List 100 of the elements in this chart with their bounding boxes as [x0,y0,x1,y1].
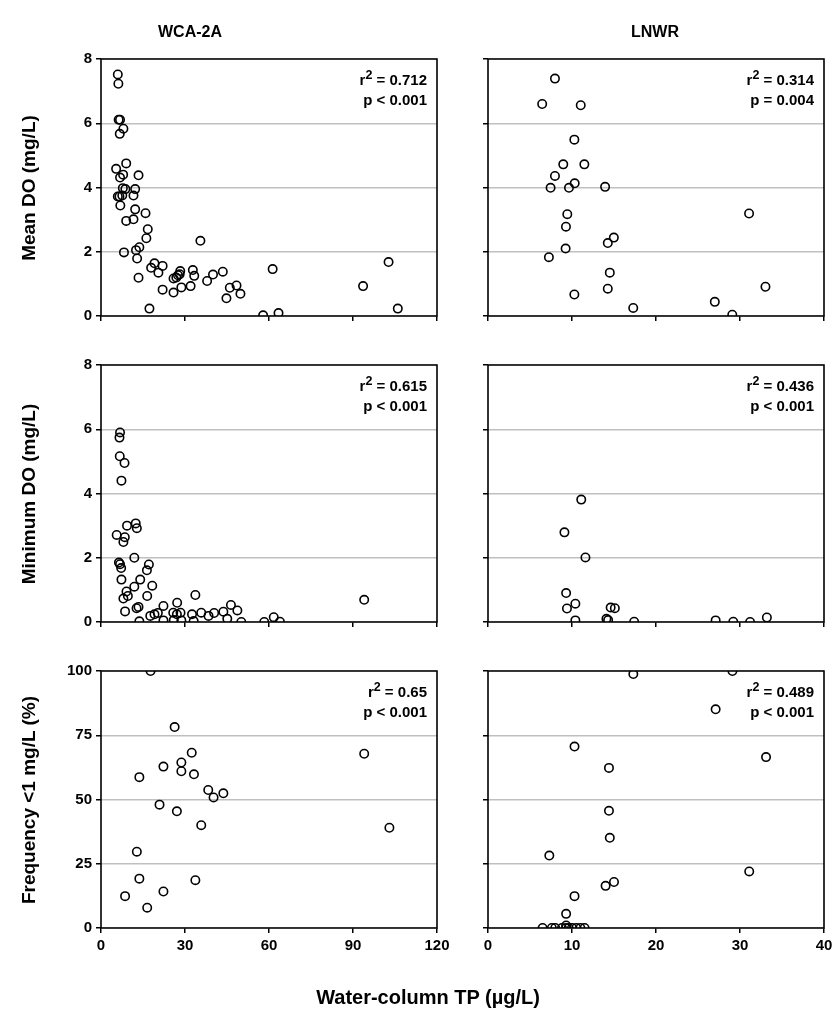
x-tick-label: 0 [96,936,106,954]
annotation: r$^{2}$ = 0.436 [745,373,814,396]
point [604,832,615,843]
x-tick-label: 10 [563,936,581,954]
x-tick-label: 30 [731,936,749,954]
annotation: r$^{2}$ = 0.615 [358,373,427,396]
point [558,159,569,170]
y-tick-label: 0 [83,306,92,324]
point [604,267,615,278]
point [122,520,133,531]
annotation: r$^{2}$ = 0.65 [366,679,427,702]
point [569,741,580,752]
point [158,886,169,897]
point [145,610,156,621]
point [384,822,395,833]
annotation: p < 0.001 [749,396,814,416]
x-tick-label: 120 [424,936,450,954]
point [187,609,197,620]
x-tick-label: 90 [344,936,362,954]
point [140,208,151,219]
point [142,224,153,235]
point [559,527,570,538]
y-tick-label: 8 [83,49,92,67]
x-axis-title: Water-column TP (µg/L) [315,986,541,1009]
point [232,605,243,616]
point [562,209,573,220]
point [149,258,160,269]
point [224,282,235,293]
point [580,552,591,563]
y-tick-label: 0 [83,918,92,936]
point [188,769,199,780]
point [543,252,554,263]
y-tick-label: 8 [83,355,92,373]
point [154,799,165,810]
y-tick-label: 4 [83,177,93,195]
point [158,761,169,772]
point [358,281,369,292]
point [576,494,587,505]
point [208,792,219,803]
chart-title: WCA-2A [157,23,223,41]
point [544,850,555,861]
y-axis-title: Mean DO (mg/L) [18,113,40,263]
point [187,265,198,276]
y-tick-label: 6 [83,113,92,131]
point [359,748,370,759]
point [549,170,560,181]
point [171,806,182,817]
point [761,752,772,763]
point [560,243,571,254]
point [114,451,125,462]
point [121,586,132,597]
point [130,518,141,529]
point [569,289,580,300]
point [143,559,154,570]
point [158,600,169,611]
point [392,303,403,314]
point [628,671,639,680]
point [121,158,132,169]
point [359,594,370,605]
point [602,238,613,249]
point [185,281,196,292]
point [128,190,139,201]
point [569,134,580,145]
point [113,78,124,89]
point [157,260,168,271]
point [116,574,127,585]
point [134,242,145,253]
point [133,272,144,283]
point [222,613,233,622]
point [142,902,153,913]
point [570,598,581,609]
point [273,308,284,316]
point [130,204,141,215]
annotation: r$^{2}$ = 0.314 [745,67,814,90]
point [189,270,200,281]
point [709,296,720,307]
point [609,877,619,887]
x-tick-label: 60 [260,936,278,954]
point [744,208,755,219]
point [147,580,158,591]
point [172,597,183,608]
point [710,704,721,715]
point [186,747,197,758]
point [575,100,586,111]
x-tick-label: 40 [815,936,833,954]
annotation: p < 0.001 [749,702,814,722]
point [602,283,613,294]
point [217,266,228,277]
point [111,163,122,174]
point [760,281,771,292]
point [744,866,755,877]
point [195,235,206,246]
point [561,588,572,599]
point [218,788,229,799]
point [603,805,614,816]
y-tick-label: 6 [83,419,92,437]
annotation: r$^{2}$ = 0.489 [745,679,814,702]
point [176,766,187,777]
point [118,593,129,604]
point [175,607,186,618]
